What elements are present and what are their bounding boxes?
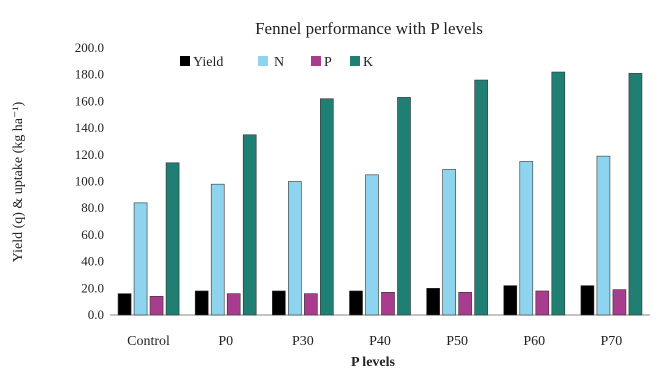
y-tick-label: 180.0: [75, 67, 104, 82]
bar-n-p60: [519, 161, 534, 316]
legend: Yield N P K: [180, 55, 373, 70]
bars: [117, 71, 643, 316]
legend-label-n: N: [274, 55, 284, 70]
bar-yield-p30: [272, 290, 286, 316]
bar-n-p0: [210, 183, 225, 316]
x-tick-label: P0: [218, 334, 233, 349]
y-tick-label: 0.0: [88, 307, 104, 322]
legend-swatch-k: [350, 56, 360, 66]
bar-k-p60: [551, 71, 566, 316]
legend-swatch-n: [258, 56, 268, 66]
bar-n-p30: [288, 181, 302, 316]
bar-n-control: [133, 202, 148, 316]
bar-yield-p40: [349, 290, 363, 316]
bar-n-p50: [442, 169, 456, 316]
x-tick-label: P70: [601, 334, 623, 349]
chart-title: Fennel performance with P levels: [255, 19, 483, 38]
y-tick-label: 160.0: [75, 93, 104, 108]
x-axis-title: P levels: [351, 355, 395, 368]
y-axis-ticks: 0.0 20.0 40.0 60.0 80.0 100.0 120.0 140.0 160.0 1…: [75, 40, 104, 322]
y-tick-label: 20.0: [81, 280, 104, 295]
y-tick-label: 100.0: [75, 174, 104, 189]
legend-label-k: K: [363, 55, 373, 70]
x-axis-categories: Control P0 P30 P40 P50 P60 P70: [127, 334, 622, 349]
bar-k-p0: [242, 134, 257, 316]
bar-n-p40: [365, 174, 379, 316]
bar-k-p70: [628, 73, 643, 316]
y-tick-label: 60.0: [81, 227, 104, 242]
y-tick-label: 80.0: [81, 200, 104, 215]
bar-p-p60: [535, 290, 550, 316]
bar-p-p50: [458, 292, 472, 316]
bar-n-p70: [596, 155, 611, 316]
bar-p-p40: [381, 292, 395, 316]
y-tick-label: 200.0: [75, 40, 104, 55]
x-tick-label: P40: [369, 334, 391, 349]
y-axis-title: Yield (q) & uptake (kg ha⁻¹): [11, 101, 26, 262]
bar-k-p40: [397, 97, 411, 316]
bar-p-p0: [226, 293, 241, 316]
bar-yield-p0: [194, 290, 209, 316]
legend-swatch-yield: [180, 56, 190, 66]
y-tick-label: 120.0: [75, 147, 104, 162]
x-tick-label: P50: [446, 334, 468, 349]
bar-yield-p70: [580, 285, 595, 316]
x-tick-label: Control: [127, 334, 170, 349]
bar-k-p30: [320, 98, 334, 316]
bar-yield-control: [117, 293, 132, 316]
bar-yield-p60: [503, 285, 518, 316]
y-tick-label: 140.0: [75, 120, 104, 135]
bar-p-p70: [612, 289, 627, 316]
legend-swatch-p: [311, 56, 321, 66]
bar-k-control: [165, 162, 180, 316]
bar-yield-p50: [426, 287, 440, 316]
y-tick-label: 40.0: [81, 254, 104, 269]
bar-k-p50: [474, 79, 488, 316]
bar-p-p30: [304, 293, 318, 316]
x-tick-label: P30: [292, 334, 314, 349]
legend-label-p: P: [324, 55, 332, 70]
x-tick-label: P60: [523, 334, 545, 349]
bar-p-control: [149, 296, 164, 316]
legend-label-yield: Yield: [193, 55, 223, 70]
